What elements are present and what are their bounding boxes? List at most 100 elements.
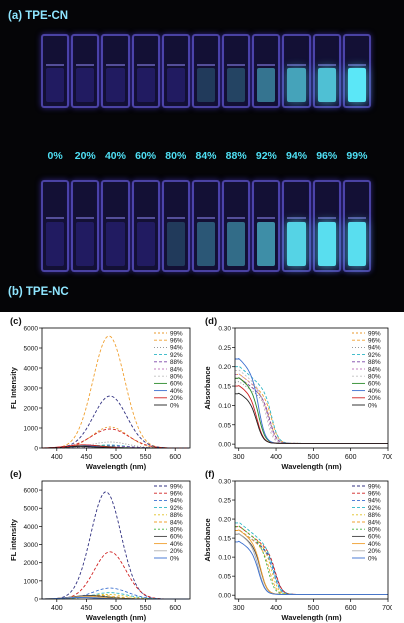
x-tick-label: 450 bbox=[81, 605, 93, 612]
bottom-cuvette-solution bbox=[317, 222, 336, 266]
x-tick-label: 500 bbox=[308, 605, 320, 612]
legend-label-0: 99% bbox=[170, 483, 183, 490]
plot-frame bbox=[234, 327, 389, 449]
series-line-5 bbox=[235, 529, 388, 595]
bottom-cuvette-rim bbox=[287, 217, 306, 220]
x-tick-label: 400 bbox=[51, 454, 63, 461]
bottom-cuvette-2 bbox=[101, 180, 130, 272]
y-tick-label: 6000 bbox=[24, 488, 39, 495]
y-tick-label: 3000 bbox=[24, 386, 39, 393]
series-line-1 bbox=[235, 373, 388, 444]
x-tick-label: 600 bbox=[169, 605, 181, 612]
top-cuvette-rim bbox=[227, 64, 246, 66]
bottom-cuvette-rim bbox=[106, 217, 125, 220]
cuvette-photograph: (a) TPE-CN 0% 20% 40% 60% 80% 84% 88% 92% 94% 96%… bbox=[0, 0, 404, 312]
top-cuvette-solution bbox=[106, 68, 125, 102]
series-line-0 bbox=[235, 529, 388, 595]
top-cuvette-1 bbox=[71, 34, 100, 108]
legend-label-2: 94% bbox=[170, 498, 183, 505]
legend-label-7: 60% bbox=[170, 534, 183, 541]
x-tick-label: 600 bbox=[345, 605, 357, 612]
percentage-label-5: 84% bbox=[195, 150, 217, 162]
chart-c-fl-intensity: 400 450 500 550 600 0 1000 2000 3000 4000 5000 6000… bbox=[8, 324, 194, 472]
y-tick-label: 2000 bbox=[24, 560, 39, 567]
x-axis-label: Wavelength (nm) bbox=[281, 613, 342, 622]
top-cuvette-rim bbox=[257, 64, 276, 66]
series-line-8 bbox=[235, 357, 388, 444]
legend-label-0: 99% bbox=[170, 330, 183, 337]
percentage-label-6: 88% bbox=[225, 150, 247, 162]
series-line-6 bbox=[235, 369, 388, 444]
photo-label-top: (a) TPE-CN bbox=[8, 10, 69, 22]
top-cuvette-rim bbox=[46, 64, 65, 66]
percentage-label-10: 99% bbox=[346, 150, 368, 162]
percentage-label-2: 40% bbox=[104, 150, 126, 162]
y-tick-label: 0.00 bbox=[218, 442, 231, 449]
percentage-label-9: 96% bbox=[316, 150, 338, 162]
bottom-cuvette-solution bbox=[136, 222, 155, 266]
series-line-4 bbox=[42, 594, 189, 600]
x-tick-label: 600 bbox=[169, 454, 181, 461]
bottom-cuvette-solution bbox=[287, 222, 306, 266]
series-line-10 bbox=[235, 392, 388, 444]
x-tick-label: 400 bbox=[270, 605, 282, 612]
y-tick-label: 0.30 bbox=[218, 326, 231, 333]
top-cuvette-3 bbox=[131, 34, 160, 108]
top-cuvette-solution bbox=[196, 68, 216, 102]
plot-frame bbox=[234, 480, 389, 600]
legend-label-7: 60% bbox=[170, 381, 183, 388]
x-tick-label: 400 bbox=[270, 454, 282, 461]
top-cuvette-8 bbox=[282, 34, 311, 108]
x-tick-label: 600 bbox=[345, 454, 357, 461]
bottom-cuvette-rim bbox=[76, 217, 95, 220]
legend-label-5: 84% bbox=[368, 366, 381, 373]
chart-svg: 400 450 500 550 6000100020003000400050006000… bbox=[9, 480, 191, 622]
y-tick-label: 0.05 bbox=[218, 574, 231, 581]
y-tick-label: 2000 bbox=[24, 406, 39, 413]
legend-label-5: 84% bbox=[170, 366, 183, 373]
x-tick-label: 300 bbox=[233, 605, 245, 612]
legend-label-10: 0% bbox=[368, 555, 378, 562]
x-tick-label: 550 bbox=[140, 454, 152, 461]
top-cuvette-solution bbox=[136, 68, 155, 102]
series-line-5 bbox=[235, 373, 388, 444]
legend-label-1: 96% bbox=[368, 338, 381, 345]
bottom-cuvette-7 bbox=[252, 180, 281, 272]
legend-label-6: 80% bbox=[170, 374, 183, 381]
legend-label-6: 80% bbox=[368, 374, 381, 381]
top-cuvette-rim bbox=[317, 64, 336, 66]
bottom-cuvette-3 bbox=[131, 180, 160, 272]
legend-label-2: 94% bbox=[368, 345, 381, 352]
y-tick-label: 4000 bbox=[24, 524, 39, 531]
legend-label-9: 20% bbox=[170, 548, 183, 555]
y-tick-label: 0.20 bbox=[218, 517, 231, 524]
legend-label-10: 0% bbox=[368, 402, 378, 409]
legend-label-10: 0% bbox=[170, 402, 180, 409]
y-axis-label: Absorbance bbox=[203, 518, 212, 561]
series-line-4 bbox=[235, 525, 388, 595]
top-cuvette-rim bbox=[76, 64, 95, 66]
series-line-10 bbox=[235, 540, 388, 595]
y-tick-label: 0.20 bbox=[218, 364, 231, 371]
percentage-label-8: 94% bbox=[286, 150, 308, 162]
x-tick-label: 500 bbox=[308, 454, 320, 461]
top-cuvette-rim bbox=[196, 64, 216, 66]
series-line-1 bbox=[42, 551, 189, 600]
series-line-7 bbox=[235, 377, 388, 444]
series-line-11 bbox=[42, 395, 189, 449]
bottom-cuvette-solution bbox=[347, 222, 366, 266]
legend-label-1: 96% bbox=[170, 338, 183, 345]
y-tick-label: 0.15 bbox=[218, 536, 231, 543]
y-tick-label: 0.25 bbox=[218, 345, 231, 352]
top-cuvette-9 bbox=[312, 34, 341, 108]
legend-label-4: 88% bbox=[368, 359, 381, 366]
bottom-cuvette-solution bbox=[76, 222, 95, 266]
top-cuvette-rim bbox=[136, 64, 155, 66]
x-tick-label: 450 bbox=[81, 454, 93, 461]
top-cuvette-solution bbox=[227, 68, 246, 102]
bottom-cuvette-6 bbox=[222, 180, 251, 272]
bottom-cuvette-rim bbox=[196, 217, 216, 220]
bottom-cuvette-solution bbox=[106, 222, 125, 266]
x-tick-label: 400 bbox=[51, 605, 63, 612]
top-cuvette-solution bbox=[347, 68, 366, 102]
